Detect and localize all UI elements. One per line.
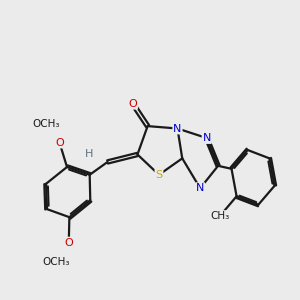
Text: OCH₃: OCH₃ [33, 119, 60, 129]
Text: N: N [196, 183, 204, 193]
Text: CH₃: CH₃ [211, 211, 230, 221]
Text: O: O [64, 238, 73, 248]
Text: N: N [202, 133, 211, 143]
Text: O: O [128, 99, 137, 109]
Text: OCH₃: OCH₃ [43, 257, 70, 267]
Text: H: H [85, 148, 93, 159]
Text: O: O [55, 137, 64, 148]
Text: N: N [173, 124, 182, 134]
Text: S: S [155, 170, 163, 180]
